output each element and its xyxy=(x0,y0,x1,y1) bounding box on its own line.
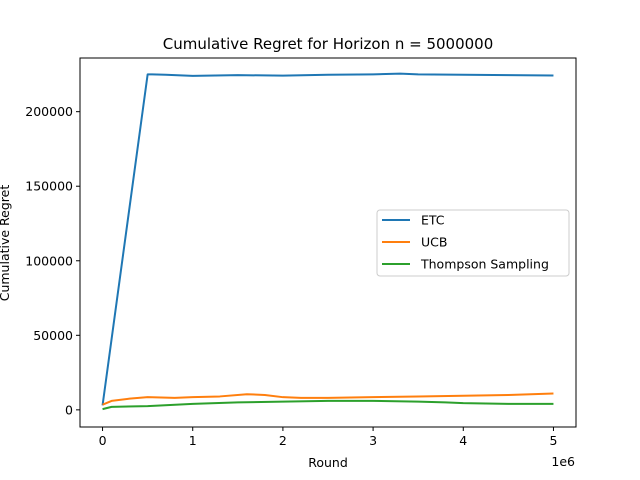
chart-title: Cumulative Regret for Horizon n = 500000… xyxy=(163,35,494,53)
series-line-ucb xyxy=(102,392,554,406)
x-tick-label: 5 xyxy=(549,433,557,448)
legend-frame xyxy=(376,209,570,277)
x-tick-label: 3 xyxy=(369,433,377,448)
legend-label: Thompson Sampling xyxy=(420,257,549,272)
x-tick-label: 4 xyxy=(459,433,467,448)
y-tick-label: 150000 xyxy=(25,179,73,194)
x-offset-text: 1e6 xyxy=(551,454,575,469)
x-axis-label: Round xyxy=(308,455,348,470)
y-axis-label: Cumulative Regret xyxy=(0,185,12,302)
y-tick-label: 200000 xyxy=(25,104,73,119)
y-tick-label: 0 xyxy=(65,402,73,417)
x-tick-label: 1 xyxy=(189,433,197,448)
x-axis: 0 1 2 3 4 5 xyxy=(99,427,557,448)
x-tick-label: 2 xyxy=(279,433,287,448)
series-line-etc xyxy=(101,72,554,406)
y-tick-label: 50000 xyxy=(33,328,73,343)
y-tick-label: 100000 xyxy=(25,253,73,268)
legend-label: UCB xyxy=(421,235,447,250)
x-tick-label: 0 xyxy=(99,433,107,448)
legend: ETC UCB Thompson Sampling xyxy=(376,209,570,277)
plot-area xyxy=(79,57,577,428)
y-axis: 0 50000 100000 150000 200000 xyxy=(25,104,80,417)
legend-label: ETC xyxy=(421,213,445,228)
series-layer xyxy=(101,72,554,411)
series-line-thompson-sampling xyxy=(102,399,554,411)
plot-frame xyxy=(79,57,577,428)
